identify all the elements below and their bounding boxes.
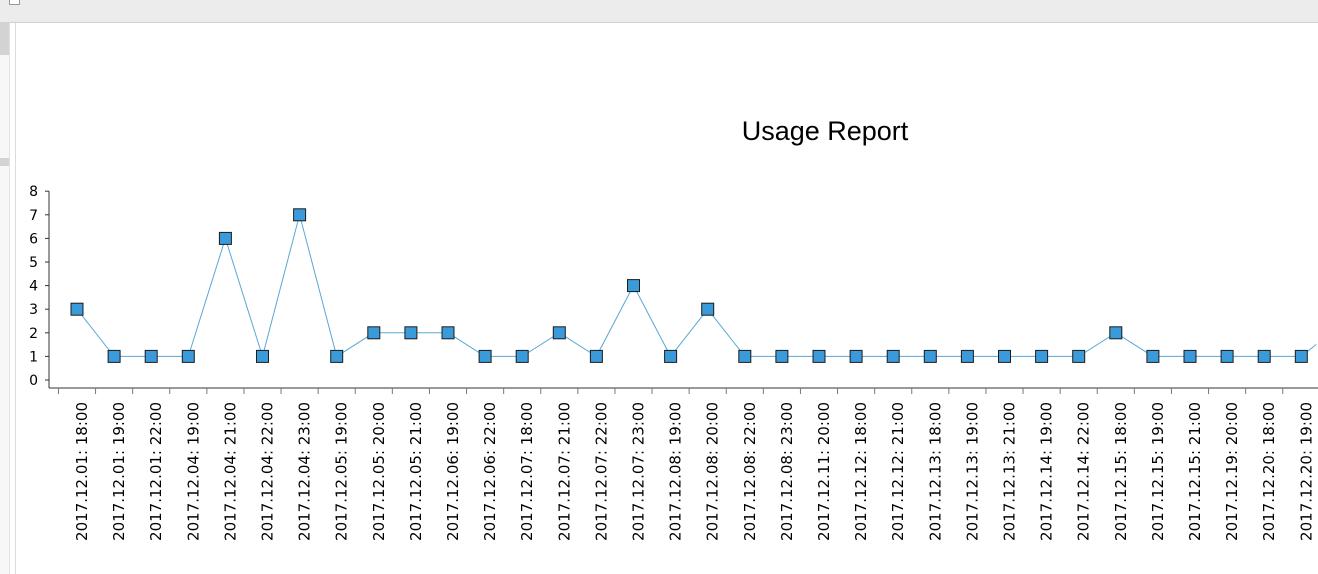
data-point-marker <box>293 208 307 222</box>
series-line <box>76 212 1317 359</box>
data-point-marker <box>144 349 158 363</box>
y-tick-label: 4 <box>29 279 38 295</box>
y-tick-label: 2 <box>29 326 38 342</box>
x-tick-label: 2017.12.05: 21:00 <box>407 402 425 541</box>
window-top-bar <box>0 0 1318 23</box>
x-tick-label: 2017.12.04: 23:00 <box>296 402 314 541</box>
data-point-marker <box>589 349 603 363</box>
x-tick-label: 2017.12.13: 21:00 <box>1001 402 1019 541</box>
x-tick-label: 2017.12.01: 22:00 <box>147 402 165 541</box>
x-tick-label: 2017.12.01: 18:00 <box>73 402 91 541</box>
x-tick-label: 2017.12.12: 18:00 <box>852 402 870 541</box>
data-point-marker <box>1257 349 1271 363</box>
y-axis: 0 1 2 3 4 5 6 7 8 <box>29 184 50 389</box>
x-tick-label: 2017.12.20: 18:00 <box>1260 402 1278 541</box>
x-tick-label: 2017.12.12: 21:00 <box>889 402 907 541</box>
x-tick-label: 2017.12.20: 19:00 <box>1297 402 1315 541</box>
y-tick-label: 0 <box>29 373 38 389</box>
data-point-marker <box>404 326 418 340</box>
data-point-marker <box>849 349 863 363</box>
x-tick-label: 2017.12.07: 22:00 <box>592 402 610 541</box>
x-axis: 2017.12.01: 18:00 2017.12.01: 19:00 2017.1… <box>49 387 1318 541</box>
x-tick-label: 2017.12.05: 19:00 <box>333 402 351 541</box>
x-tick-label: 2017.12.01: 19:00 <box>110 402 128 541</box>
ruler-thumb[interactable] <box>0 23 9 55</box>
data-point-marker <box>886 349 900 363</box>
x-tick-label: 2017.12.07: 18:00 <box>518 402 536 541</box>
data-point-marker <box>1035 349 1049 363</box>
x-tick-label: 2017.12.14: 19:00 <box>1038 402 1056 541</box>
y-tick-label: 5 <box>29 255 38 271</box>
data-point-marker <box>1072 349 1086 363</box>
x-tick-label: 2017.12.04: 19:00 <box>184 402 202 541</box>
data-point-marker <box>367 326 381 340</box>
x-tick-label: 2017.12.07: 23:00 <box>630 402 648 541</box>
data-point-marker <box>1183 349 1197 363</box>
x-tick-label: 2017.12.13: 18:00 <box>926 402 944 541</box>
data-point-marker <box>330 349 344 363</box>
checkbox-icon[interactable] <box>9 0 20 5</box>
x-tick-label: 2017.12.07: 21:00 <box>555 402 573 541</box>
data-point-marker <box>664 349 678 363</box>
data-point-marker <box>998 349 1011 363</box>
data-point-marker <box>256 349 269 363</box>
y-tick-label: 1 <box>29 349 38 365</box>
y-tick-label: 3 <box>29 302 38 318</box>
y-tick-label: 8 <box>29 184 38 200</box>
x-tick-label: 2017.12.15: 19:00 <box>1149 402 1167 541</box>
data-point-marker <box>923 349 937 363</box>
data-point-marker <box>701 302 715 316</box>
x-tick-label: 2017.12.15: 18:00 <box>1112 402 1130 541</box>
data-point-marker <box>1146 349 1160 363</box>
data-point-marker <box>812 349 826 363</box>
vertical-ruler <box>0 23 10 574</box>
data-point-marker <box>107 349 121 363</box>
usage-series <box>70 208 1317 363</box>
data-point-marker <box>515 349 529 363</box>
data-point-marker <box>775 349 789 363</box>
data-point-marker <box>552 326 566 340</box>
x-tick-label: 2017.12.06: 22:00 <box>481 402 499 541</box>
page-edge-divider <box>15 23 16 574</box>
data-point-marker <box>70 302 84 316</box>
x-tick-label: 2017.12.04: 22:00 <box>259 402 277 541</box>
x-tick-label: 2017.12.08: 20:00 <box>704 402 722 541</box>
y-tick-label: 7 <box>29 208 38 224</box>
x-tick-label: 2017.12.04: 21:00 <box>221 402 239 541</box>
x-tick-label: 2017.12.13: 19:00 <box>963 402 981 541</box>
data-point-marker <box>960 349 974 363</box>
data-point-marker <box>181 349 195 363</box>
x-tick-label: 2017.12.08: 22:00 <box>741 402 759 541</box>
data-point-marker <box>1109 326 1123 340</box>
x-tick-label: 2017.12.19: 20:00 <box>1223 402 1241 541</box>
x-tick-label: 2017.12.15: 21:00 <box>1186 402 1204 541</box>
data-point-marker <box>441 326 455 340</box>
data-point-marker <box>218 231 232 245</box>
chart-title: Usage Report <box>742 116 909 146</box>
y-tick-label: 6 <box>29 231 38 247</box>
x-tick-label: 2017.12.11: 20:00 <box>815 402 833 541</box>
x-tick-label: 2017.12.05: 20:00 <box>370 402 388 541</box>
ruler-marker <box>0 158 9 166</box>
x-tick-label: 2017.12.14: 22:00 <box>1075 402 1093 541</box>
data-point-marker <box>1294 349 1308 363</box>
data-point-marker <box>1220 349 1234 363</box>
x-tick-label: 2017.12.06: 19:00 <box>444 402 462 541</box>
x-tick-label: 2017.12.08: 23:00 <box>778 402 796 541</box>
data-point-marker <box>627 279 640 293</box>
data-point-marker <box>738 349 752 363</box>
x-tick-label: 2017.12.08: 19:00 <box>667 402 685 541</box>
data-point-marker <box>478 349 492 363</box>
